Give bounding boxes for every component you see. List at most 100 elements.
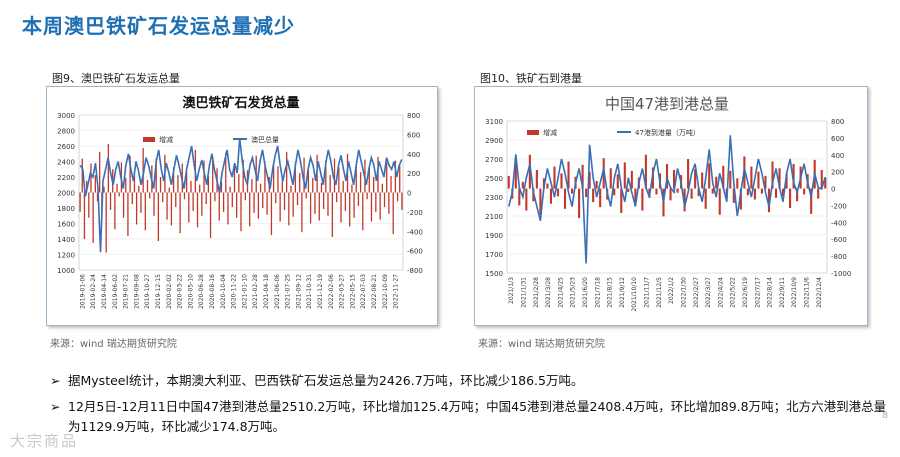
bar-change: [792, 164, 795, 189]
x-tick-label: 2019-01-06: [79, 274, 86, 309]
x-tick-label: 2020-08-16: [209, 274, 216, 309]
bar-change: [177, 175, 179, 193]
bar-change: [231, 192, 233, 208]
x-tick-label: 2022-02-06: [328, 274, 335, 309]
bar-change: [288, 192, 290, 226]
bar-change: [127, 192, 129, 237]
bar-change: [299, 173, 301, 193]
bar-change: [122, 192, 125, 218]
bar-change: [379, 192, 381, 220]
y-left-tick-label: 3100: [485, 118, 503, 126]
y-right-tick-label: -800: [407, 267, 423, 275]
bar-change: [676, 188, 679, 193]
bar-change: [518, 188, 521, 206]
bar-change: [375, 192, 377, 212]
bar-change: [125, 177, 127, 193]
bar-change: [159, 177, 162, 193]
bar-change: [242, 159, 244, 193]
bar-change: [630, 170, 633, 189]
bar-change: [349, 192, 351, 227]
bar-change: [729, 170, 732, 189]
bar-change: [162, 192, 164, 203]
x-tick-label: 2022-05-15: [349, 274, 356, 309]
bar-change: [753, 188, 756, 200]
x-tick-label: 2020-05-10: [187, 274, 194, 309]
x-tick-label: 2021/1/3: [508, 277, 515, 304]
bar-change: [83, 192, 86, 239]
bar-change: [92, 192, 94, 243]
bar-change: [560, 173, 563, 189]
bar-change: [514, 163, 517, 189]
bar-change: [370, 192, 373, 222]
bullet-shipments: ➢ 据Mysteel统计，本期澳大利亚、巴西铁矿石发运总量为2426.7万吨，环比…: [50, 371, 870, 391]
bar-change: [138, 185, 140, 193]
bar-change: [88, 192, 90, 218]
bar-change: [105, 192, 107, 253]
bar-change: [711, 188, 714, 194]
bar-change: [342, 180, 344, 193]
x-tick-label: 2022-03-27: [339, 274, 346, 309]
bar-change: [109, 192, 112, 210]
y-right-tick-label: 800: [407, 112, 420, 120]
x-tick-label: 2021-06-06: [274, 274, 281, 309]
bar-change: [133, 173, 136, 193]
x-tick-label: 2022/5/22: [730, 277, 737, 308]
bar-change: [357, 192, 360, 207]
bar-change: [157, 192, 160, 241]
x-tick-label: 2022/7/17: [754, 277, 761, 308]
bullet-arrivals: ➢ 12月5日-12月11日中国47港到港总量2510.2万吨，环比增加125.4…: [50, 397, 890, 437]
bar-change: [331, 192, 333, 238]
bar-change: [144, 192, 146, 231]
bar-change: [175, 192, 177, 208]
bar-change: [535, 169, 538, 189]
bar-change: [386, 162, 388, 193]
bar-change: [556, 188, 560, 197]
bar-change: [525, 188, 528, 211]
bar-change: [388, 192, 390, 214]
bar-change: [585, 188, 588, 197]
bar-change: [292, 192, 294, 217]
bar-change: [781, 188, 785, 197]
x-tick-label: 2021-01-10: [241, 274, 248, 309]
x-tick-label: 2022-07-03: [360, 274, 367, 309]
bar-change: [303, 157, 305, 193]
y-right-tick-label: -800: [831, 253, 847, 261]
bar-change: [131, 192, 133, 205]
bar-change: [235, 192, 238, 218]
bar-change: [188, 192, 190, 223]
y-right-tick-label: -1000: [831, 270, 851, 278]
chart-frame-shipments: 澳巴铁矿石发货总量 1000 1200 1400 1600 1800 2000 2200 240…: [46, 86, 438, 326]
bar-change: [103, 186, 105, 193]
bar-change: [718, 188, 721, 215]
x-tick-label: 2021/2/28: [533, 277, 540, 308]
x-tick-label: 2022/2/27: [693, 277, 700, 308]
y-left-tick-label: 1600: [57, 221, 75, 229]
bar-change: [96, 192, 99, 202]
x-tick-label: 2022-11-27: [393, 274, 400, 309]
x-tick-label: 2021-07-25: [285, 274, 292, 309]
y-left-tick-label: 1900: [485, 232, 503, 240]
bar-change: [810, 188, 813, 214]
bar-change: [155, 158, 157, 193]
bar-change: [396, 192, 399, 202]
bar-change: [170, 192, 173, 226]
x-tick-label: 2021/9/12: [619, 277, 626, 308]
bar-change: [333, 158, 336, 193]
x-tick-label: 2021/5/23: [570, 277, 577, 308]
bar-change: [190, 180, 192, 193]
bar-change: [732, 188, 735, 203]
bar-change: [179, 192, 181, 234]
bar-change: [229, 186, 231, 193]
bar-change: [701, 172, 704, 189]
bar-change: [616, 174, 619, 189]
bar-change: [390, 176, 392, 193]
x-tick-label: 2022-10-09: [382, 274, 389, 309]
bar-change: [704, 188, 707, 209]
legend-swatch-bar: [527, 130, 539, 135]
x-tick-label: 2022/4/24: [717, 277, 724, 308]
y-left-tick-label: 1800: [57, 205, 75, 213]
bar-change: [539, 188, 542, 215]
bar-change: [166, 192, 168, 220]
bar-change: [338, 167, 340, 193]
y-right-tick-label: 600: [831, 135, 844, 143]
